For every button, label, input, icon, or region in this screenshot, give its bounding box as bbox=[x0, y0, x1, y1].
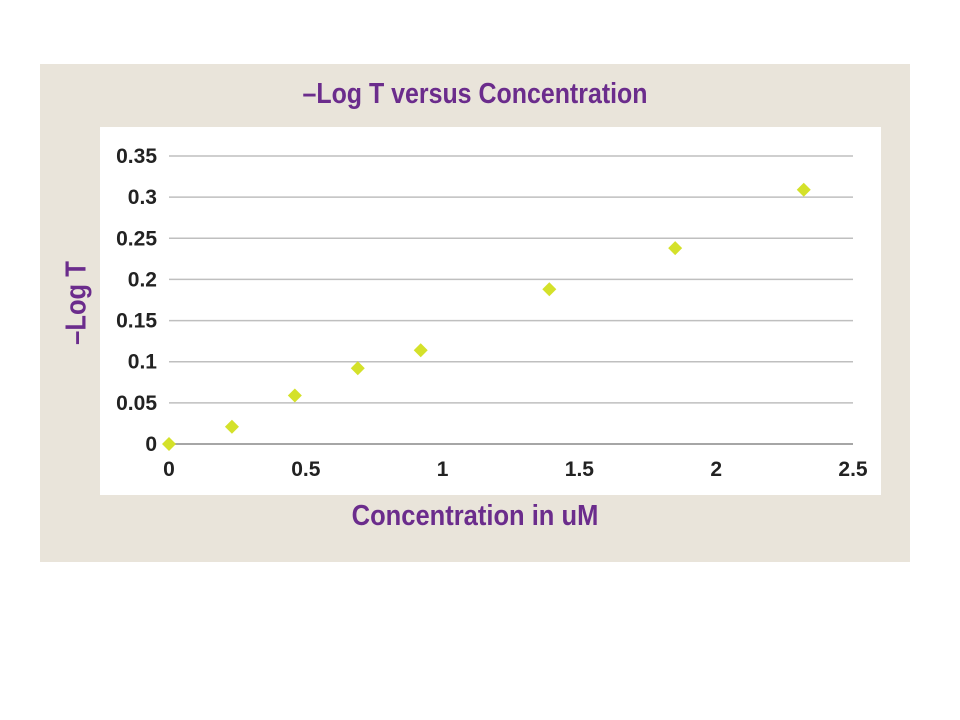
data-point bbox=[162, 437, 176, 451]
x-tick-label: 1 bbox=[437, 458, 449, 481]
y-tick-label: 0 bbox=[145, 433, 157, 456]
y-tick-label: 0.05 bbox=[116, 392, 157, 415]
data-point bbox=[413, 343, 428, 358]
data-point bbox=[542, 282, 557, 297]
y-tick-label: 0.35 bbox=[116, 145, 157, 168]
x-tick-label: 1.5 bbox=[565, 458, 595, 481]
y-tick-label: 0.25 bbox=[116, 227, 157, 250]
x-axis-title: Concentration in uM bbox=[351, 500, 599, 532]
grid-layer bbox=[169, 155, 853, 404]
data-point bbox=[796, 182, 811, 197]
y-tick-label: 0.1 bbox=[128, 351, 158, 374]
y-tick-label: 0.15 bbox=[116, 310, 157, 333]
plot-area bbox=[100, 127, 881, 495]
x-tick-label: 2.5 bbox=[838, 458, 868, 481]
data-point bbox=[224, 419, 239, 434]
data-point bbox=[350, 361, 365, 376]
y-tick-label: 0.3 bbox=[128, 186, 157, 209]
data-point bbox=[668, 241, 683, 256]
point-layer bbox=[162, 182, 811, 451]
y-tick-label: 0.2 bbox=[128, 268, 157, 291]
x-tick-label: 2 bbox=[710, 458, 722, 481]
chart-frame: –Log T versus Concentration –Log T Conce… bbox=[40, 64, 910, 562]
chart-svg: 0 0.05 0.1 0.15 0.2 0.25 0.3 0.35 0 0.5 1 1.5 2 2.5 bbox=[116, 145, 868, 481]
chart-title: –Log T versus Concentration bbox=[302, 78, 648, 110]
tick-layer: 0 0.05 0.1 0.15 0.2 0.25 0.3 0.35 0 0.5 1 1.5 2 2.5 bbox=[116, 145, 868, 481]
data-point bbox=[287, 388, 302, 403]
x-tick-label: 0.5 bbox=[291, 458, 321, 481]
x-tick-label: 0 bbox=[163, 458, 175, 481]
